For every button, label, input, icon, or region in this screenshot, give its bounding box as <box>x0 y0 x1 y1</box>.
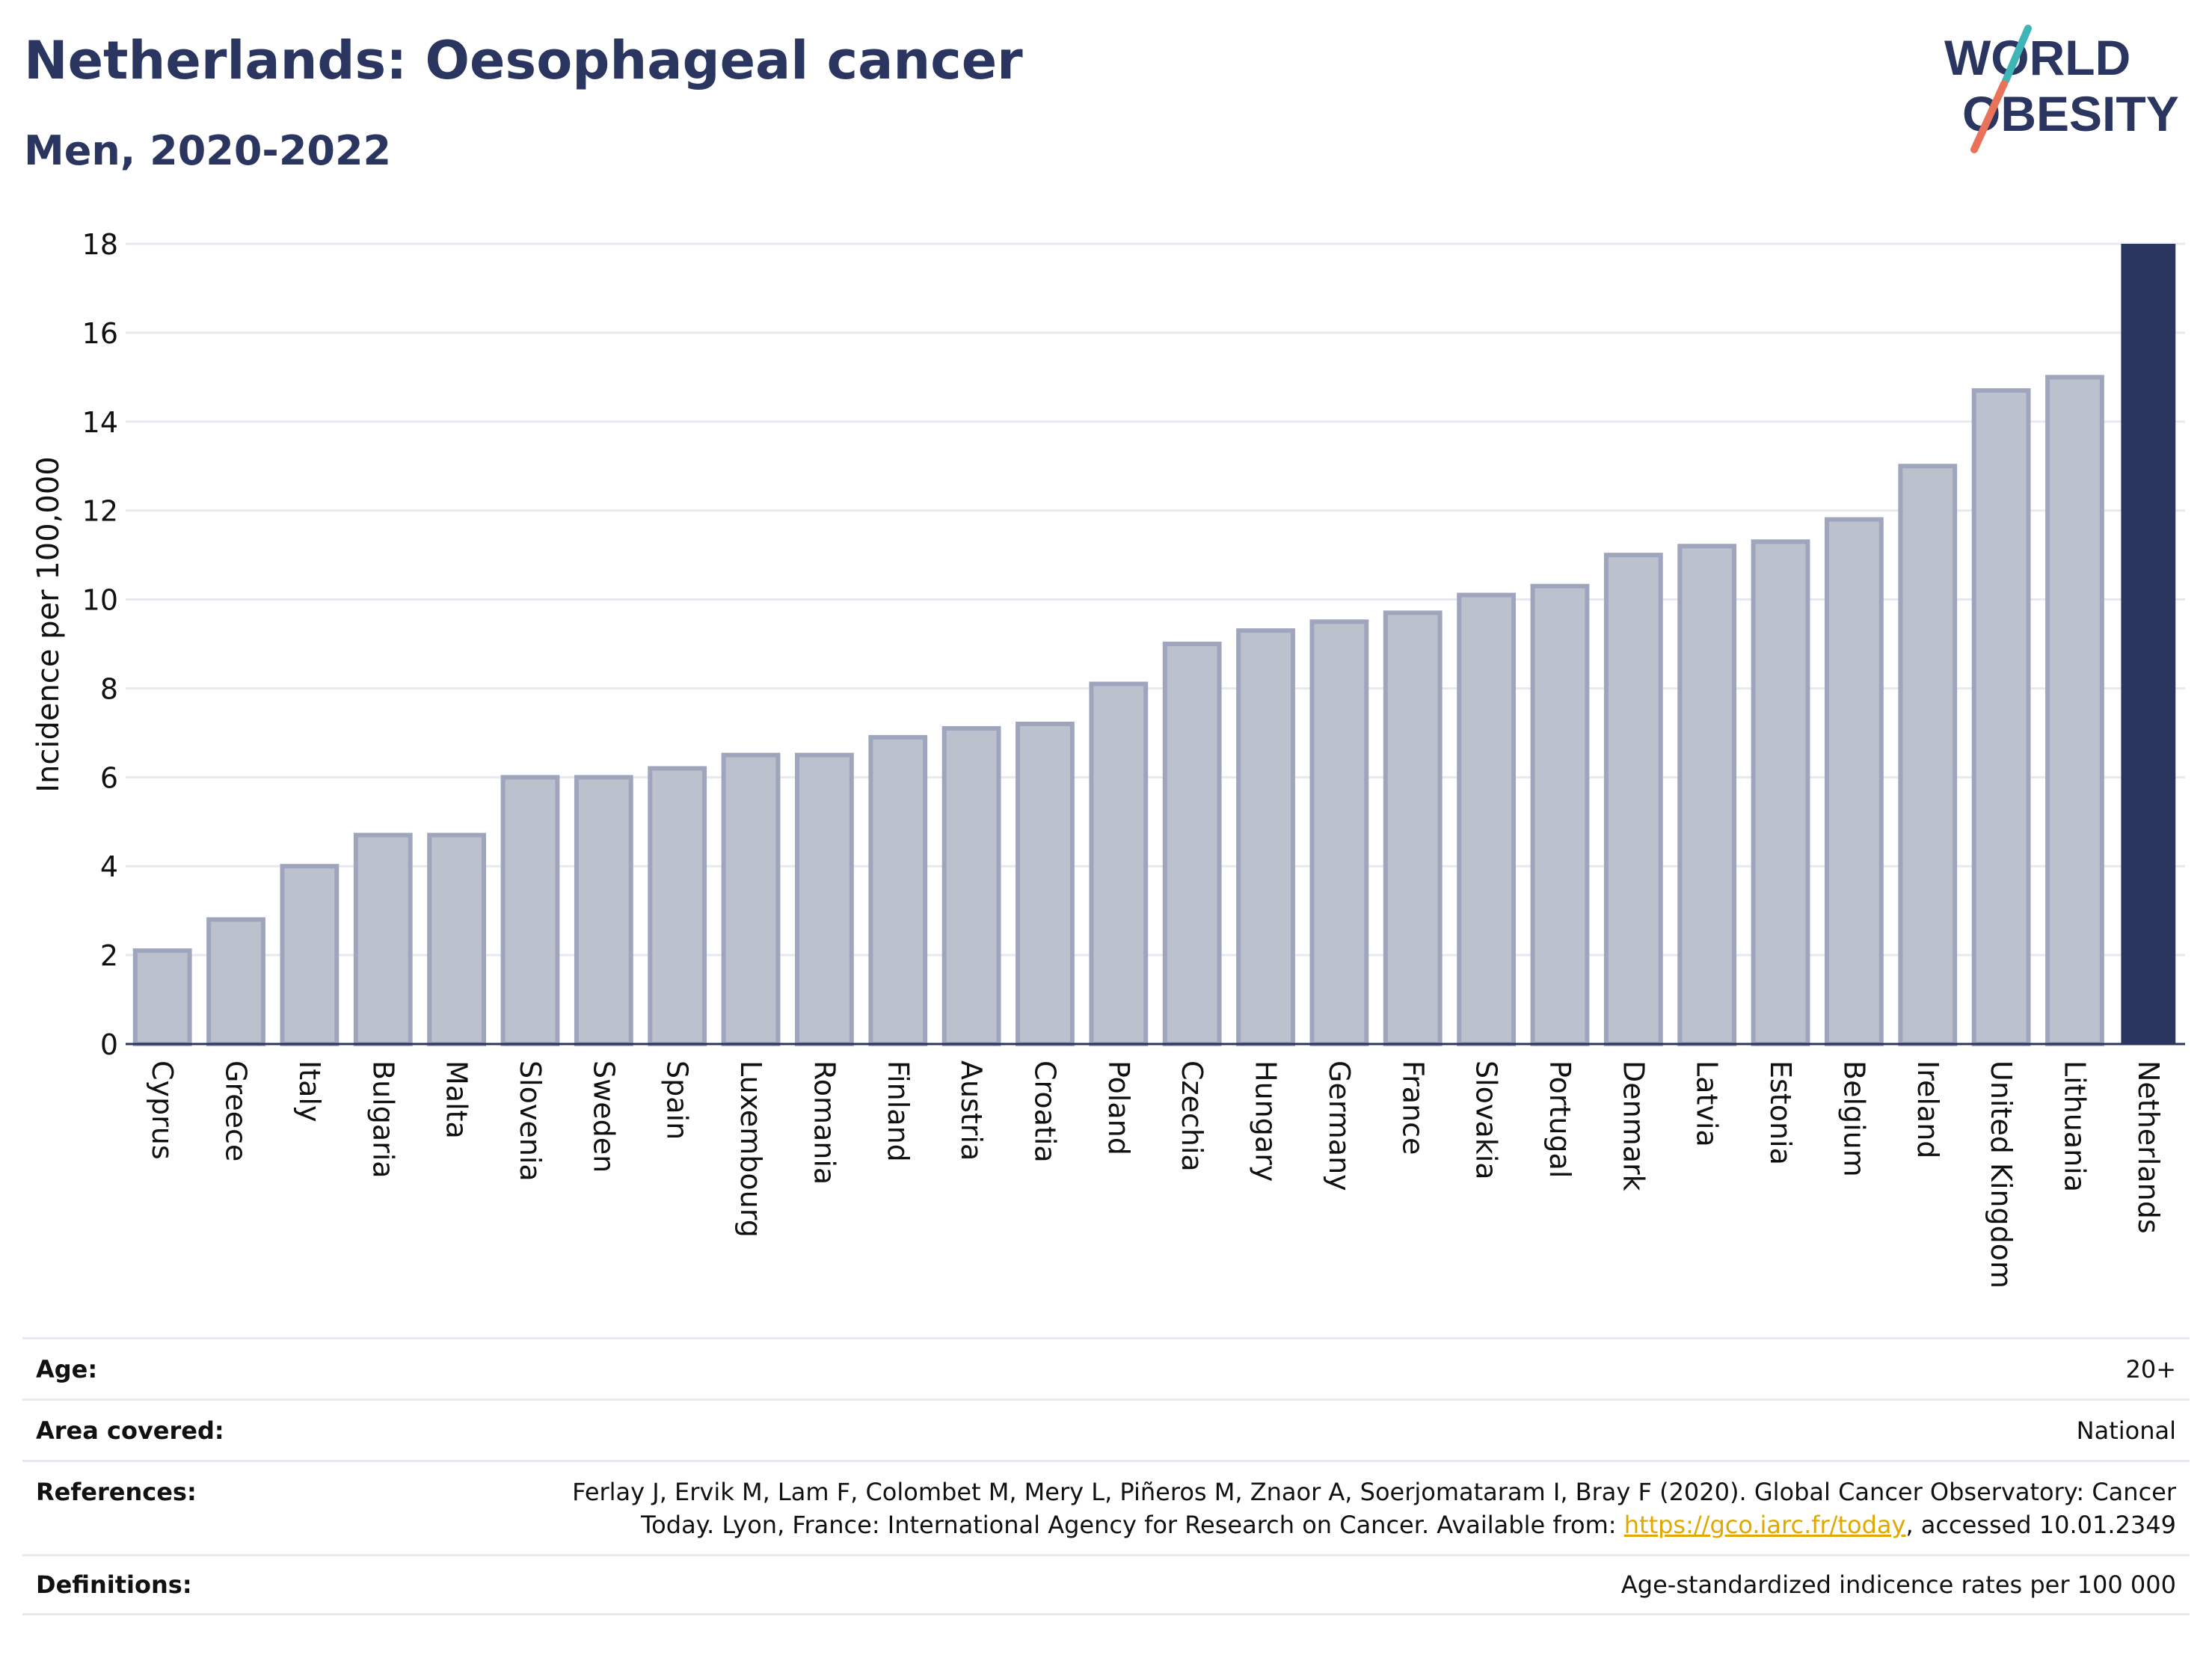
bar <box>868 734 928 1046</box>
bar <box>1162 642 1222 1046</box>
x-tick-label: Belgium <box>1837 1060 1870 1177</box>
x-tick-label: Netherlands <box>2132 1060 2165 1234</box>
y-tick-label: 18 <box>82 228 118 261</box>
x-tick-label: Slovakia <box>1470 1060 1503 1180</box>
x-tick-label: Poland <box>1102 1060 1135 1155</box>
bar <box>1457 592 1516 1046</box>
bar <box>1603 553 1663 1046</box>
references-link[interactable]: https://gco.iarc.fr/today <box>1623 1511 1906 1539</box>
bar <box>1016 722 1075 1046</box>
x-tick-label: Latvia <box>1691 1060 1724 1147</box>
bar <box>1751 539 1810 1046</box>
bar <box>2121 244 2176 1044</box>
x-tick-label: Ireland <box>1911 1060 1944 1158</box>
x-tick-label: United Kingdom <box>1985 1060 2018 1289</box>
bar <box>2045 375 2104 1047</box>
definitions-value: Age-standardized indicence rates per 100… <box>1620 1570 2176 1599</box>
x-tick-label: Hungary <box>1250 1060 1282 1182</box>
y-axis-label: Incidence per 100,000 <box>31 456 66 793</box>
bar <box>1383 610 1443 1046</box>
area-label: Area covered: <box>36 1416 224 1445</box>
bar <box>1677 544 1737 1046</box>
references-line2-prefix: Today. Lyon, France: International Agenc… <box>641 1511 1624 1539</box>
x-tick-label: Austria <box>955 1060 988 1161</box>
bar <box>1825 517 1884 1046</box>
references-label: References: <box>36 1478 197 1506</box>
info-row-age: Age: 20+ <box>22 1337 2190 1398</box>
bar <box>1530 583 1590 1046</box>
x-tick-label: Lithuania <box>2058 1060 2091 1192</box>
world-obesity-logo: WORLD OBESITY <box>1944 25 2179 153</box>
references-value: Ferlay J, Ervik M, Lam F, Colombet M, Me… <box>572 1476 2176 1541</box>
bar <box>648 766 707 1046</box>
x-tick-label: Slovenia <box>514 1060 547 1182</box>
bar <box>1089 681 1149 1046</box>
logo-slash-top <box>2002 25 2032 85</box>
y-tick-label: 6 <box>100 761 118 794</box>
x-tick-label: Czechia <box>1176 1060 1208 1172</box>
x-tick-label: France <box>1396 1060 1429 1155</box>
x-tick-label: Luxembourg <box>734 1060 767 1238</box>
y-tick-label: 16 <box>82 317 118 350</box>
bars <box>132 244 2176 1047</box>
area-value: National <box>2076 1416 2176 1445</box>
info-row-definitions: Definitions: Age-standardized indicence … <box>22 1554 2190 1615</box>
bar <box>280 864 340 1046</box>
bar <box>500 775 560 1047</box>
references-line2-suffix: , accessed 10.01.2349 <box>1905 1511 2176 1539</box>
y-tick-label: 14 <box>82 406 118 439</box>
definitions-label: Definitions: <box>36 1570 192 1599</box>
chart-title: Netherlands: Oesophageal cancer <box>24 30 1023 91</box>
info-row-area: Area covered: National <box>22 1398 2190 1460</box>
x-tick-label: Estonia <box>1764 1060 1797 1165</box>
x-tick-label: Romania <box>808 1060 841 1185</box>
bar <box>206 917 265 1046</box>
bar <box>721 752 781 1046</box>
x-tick-label: Bulgaria <box>366 1060 399 1179</box>
x-tick-label: Cyprus <box>146 1060 179 1160</box>
bar <box>1971 388 2031 1046</box>
x-tick-label: Italy <box>293 1060 326 1122</box>
x-tick-label: Sweden <box>587 1060 620 1173</box>
bar <box>132 948 192 1046</box>
x-tick-label: Croatia <box>1028 1060 1061 1163</box>
bar-chart: 0 2 4 6 8 10 12 14 16 18 Cyprus Greece Italy Bulgari… <box>31 228 2185 1289</box>
x-tick-label: Greece <box>220 1060 253 1161</box>
bar <box>941 725 1001 1046</box>
bar <box>795 752 854 1046</box>
age-label: Age: <box>36 1354 98 1384</box>
bar <box>427 832 486 1046</box>
y-tick-labels: 0 2 4 6 8 10 12 14 16 18 <box>82 228 118 1061</box>
y-tick-label: 4 <box>100 850 118 883</box>
x-tick-label: Germany <box>1323 1060 1356 1191</box>
info-table: Age: 20+ Area covered: National Referenc… <box>22 1337 2190 1615</box>
y-tick-label: 12 <box>82 495 118 528</box>
x-tick-label: Malta <box>440 1060 473 1139</box>
bar <box>1898 464 1958 1046</box>
age-value: 20+ <box>2125 1354 2176 1384</box>
info-row-references: References: Ferlay J, Ervik M, Lam F, Co… <box>22 1460 2190 1554</box>
bar <box>1236 628 1295 1046</box>
y-tick-label: 8 <box>100 672 118 705</box>
x-tick-label: Denmark <box>1617 1060 1650 1191</box>
references-line1: Ferlay J, Ervik M, Lam F, Colombet M, Me… <box>572 1478 2176 1506</box>
chart-subtitle: Men, 2020-2022 <box>24 127 392 174</box>
y-tick-label: 0 <box>100 1028 118 1061</box>
bar <box>1309 619 1369 1046</box>
y-tick-label: 10 <box>82 584 118 617</box>
y-tick-label: 2 <box>100 939 118 972</box>
x-tick-labels: Cyprus Greece Italy Bulgaria Malta Slovenia Sw… <box>146 1060 2165 1289</box>
logo-slash-bottom <box>1970 80 2008 153</box>
bar <box>353 832 413 1046</box>
logo-line1: WORLD <box>1944 30 2130 85</box>
x-tick-label: Portugal <box>1543 1060 1576 1178</box>
bar <box>574 775 633 1047</box>
x-tick-label: Finland <box>882 1060 915 1162</box>
x-tick-label: Spain <box>661 1060 694 1140</box>
